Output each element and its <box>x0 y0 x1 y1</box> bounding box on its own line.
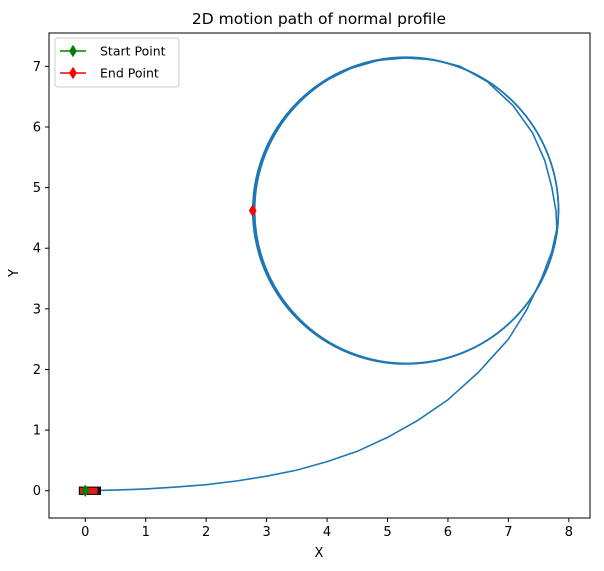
y-tick-label-3: 3 <box>33 302 41 317</box>
x-tick-label-8: 8 <box>565 525 573 540</box>
x-tick-label-1: 1 <box>142 525 150 540</box>
legend-label-end-point: End Point <box>100 66 159 81</box>
legend: Start Point End Point <box>54 37 180 88</box>
chart-title: 2D motion path of normal profile <box>192 10 446 28</box>
axis-ticks: 0 1 2 3 4 5 6 7 8 0 1 2 3 4 5 6 7 <box>33 60 573 540</box>
x-tick-label-2: 2 <box>202 525 210 540</box>
marker-end-point <box>248 204 257 217</box>
y-tick-label-4: 4 <box>33 242 41 257</box>
x-tick-label-6: 6 <box>444 525 452 540</box>
x-tick-label-5: 5 <box>383 525 391 540</box>
vehicle-front <box>97 487 101 495</box>
x-tick-label-4: 4 <box>323 525 331 540</box>
marker-start-point <box>81 484 90 497</box>
x-tick-label-0: 0 <box>81 525 89 540</box>
legend-marker-start-point <box>69 44 77 58</box>
plot-frame <box>48 32 591 519</box>
y-tick-label-7: 7 <box>33 60 41 75</box>
x-axis-title: X <box>315 546 324 561</box>
y-tick-label-2: 2 <box>33 363 41 378</box>
plot-area <box>78 56 560 497</box>
y-tick-label-6: 6 <box>33 120 41 135</box>
y-tick-label-1: 1 <box>33 424 41 439</box>
legend-marker-end-point <box>69 66 77 80</box>
y-axis-title: Y <box>7 269 22 278</box>
y-tick-label-0: 0 <box>33 484 41 499</box>
x-tick-label-3: 3 <box>262 525 270 540</box>
legend-label-start-point: Start Point <box>100 44 166 59</box>
x-tick-label-7: 7 <box>504 525 512 540</box>
y-tick-label-5: 5 <box>33 181 41 196</box>
